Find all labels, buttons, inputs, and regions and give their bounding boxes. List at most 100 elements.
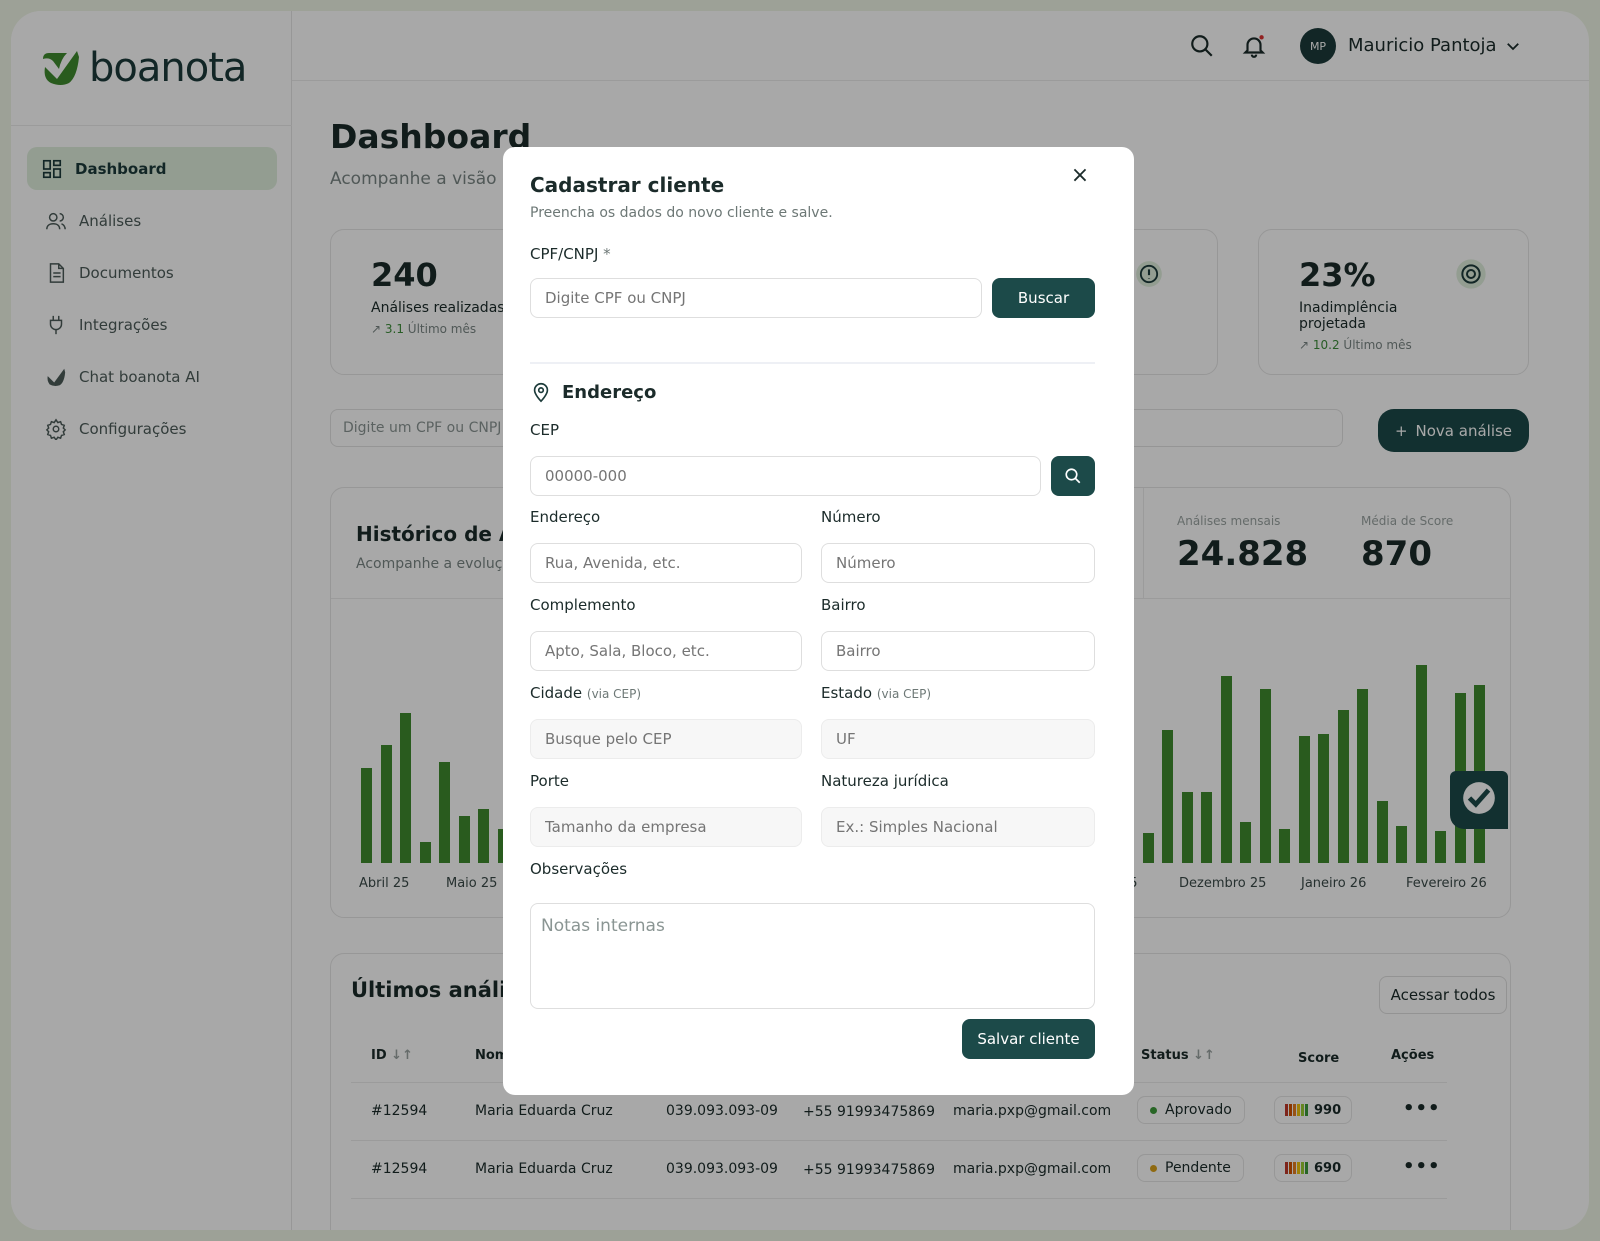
cep-search-button[interactable] — [1051, 456, 1095, 496]
metric-media-score: Média de Score 870 — [1361, 514, 1453, 574]
sidebar-item-configuracoes[interactable]: Configurações — [27, 407, 277, 450]
sidebar-item-label: Chat boanota AI — [79, 367, 200, 386]
sidebar-item-chat[interactable]: Chat boanota AI — [27, 355, 277, 398]
cpf-cnpj-input[interactable] — [530, 278, 982, 318]
more-actions-icon[interactable]: ••• — [1403, 1098, 1441, 1119]
cep-input[interactable] — [530, 456, 1041, 496]
endereco-label: Endereço — [530, 508, 601, 526]
estado-label: Estado (via CEP) — [821, 684, 931, 702]
month-label: Fevereiro 26 — [1406, 876, 1487, 891]
bairro-input[interactable] — [821, 631, 1095, 671]
col-header-id[interactable]: ID ↓↑ — [371, 1048, 413, 1063]
user-name[interactable]: Mauricio Pantoja — [1348, 35, 1497, 56]
section-divider — [530, 362, 1095, 364]
required-mark: * — [603, 245, 611, 263]
complemento-input[interactable] — [530, 631, 802, 671]
chart-bar — [1181, 792, 1193, 863]
metric-label: Média de Score — [1361, 514, 1454, 528]
sort-icon: ↓↑ — [391, 1048, 413, 1063]
natureza-juridica-input[interactable] — [821, 807, 1095, 847]
chart-bar — [1220, 675, 1232, 863]
status-dot — [1150, 1164, 1157, 1172]
cpf-label-text: CPF/CNPJ — [530, 245, 599, 263]
porte-label: Porte — [530, 772, 569, 790]
chart-bar — [478, 809, 489, 863]
stat-trend: ↗ 10.2 Último mês — [1299, 338, 1412, 352]
boanota-logo-icon — [43, 51, 79, 85]
sidebar: boanota Dashboard Análises Documentos In… — [11, 11, 292, 1230]
cep-label: CEP — [530, 421, 559, 439]
sidebar-item-documentos[interactable]: Documentos — [27, 251, 277, 294]
numero-input[interactable] — [821, 543, 1095, 583]
brand-name: boanota — [89, 45, 247, 91]
bell-icon[interactable] — [1241, 33, 1267, 59]
sidebar-item-label: Dashboard — [75, 159, 167, 178]
document-icon — [49, 262, 65, 283]
porte-select[interactable] — [530, 807, 802, 847]
col-header-label: ID — [371, 1048, 387, 1063]
score-badge: 690 — [1274, 1154, 1353, 1182]
chart-bar — [1162, 729, 1173, 863]
cell-document: 039.093.093-09 — [666, 1161, 778, 1177]
sidebar-item-analises[interactable]: Análises — [27, 199, 277, 242]
logo[interactable]: boanota — [39, 45, 247, 91]
chart-bar — [458, 815, 470, 863]
metric-value: 870 — [1361, 534, 1432, 574]
cidade-label: Cidade (via CEP) — [530, 684, 641, 702]
score-value: 990 — [1314, 1102, 1342, 1118]
new-analysis-label: Nova análise — [1415, 421, 1513, 440]
endereco-input[interactable] — [530, 543, 802, 583]
close-icon[interactable]: × — [1070, 163, 1090, 188]
chevron-down-icon[interactable] — [1504, 37, 1522, 55]
more-actions-icon[interactable]: ••• — [1403, 1156, 1441, 1177]
sidebar-item-label: Documentos — [79, 263, 174, 282]
cell-phone: +55 91993475869 — [803, 1104, 935, 1120]
numero-label: Número — [821, 508, 881, 526]
trend-value: 3.1 — [384, 322, 404, 336]
new-analysis-button[interactable]: + Nova análise — [1378, 409, 1529, 452]
stat-card-inadimplencia: 23% Inadimplência projetada ↗ 10.2 Últim… — [1258, 229, 1529, 375]
observacoes-textarea[interactable]: Notas internas — [530, 903, 1095, 1009]
row-divider — [351, 1140, 1447, 1141]
chart-bar — [1240, 822, 1251, 863]
table-title: Últimos análise — [351, 978, 534, 1002]
search-icon — [1065, 468, 1081, 484]
trend-suffix: Último mês — [1343, 338, 1412, 352]
sidebar-item-integracoes[interactable]: Integrações — [27, 303, 277, 346]
cell-name: Maria Eduarda Cruz — [475, 1161, 613, 1177]
page-title: Dashboard — [330, 117, 532, 156]
chart-bar — [400, 712, 411, 863]
cell-email: maria.pxp@gmail.com — [953, 1103, 1112, 1119]
page-subtitle: Acompanhe a visão ge — [330, 169, 524, 189]
chart-bar — [1298, 736, 1310, 863]
view-all-button[interactable]: Acessar todos — [1379, 976, 1507, 1014]
chart-bar — [439, 761, 450, 863]
chat-widget-button[interactable] — [1450, 771, 1508, 829]
save-client-button[interactable]: Salvar cliente — [962, 1019, 1095, 1059]
plug-icon — [49, 315, 63, 334]
users-icon — [46, 212, 66, 229]
score-meter-icon — [1285, 1104, 1308, 1116]
natureza-label: Natureza jurídica — [821, 772, 949, 790]
status-badge: Pendente — [1137, 1154, 1244, 1182]
status-badge: Aprovado — [1137, 1096, 1245, 1124]
sidebar-item-dashboard[interactable]: Dashboard — [27, 147, 277, 190]
cidade-label-text: Cidade — [530, 684, 583, 702]
grid-icon — [42, 159, 62, 178]
search-icon[interactable] — [1189, 33, 1215, 59]
register-client-modal: Cadastrar cliente Preencha os dados do n… — [503, 147, 1134, 1095]
month-label: Dezembro 25 — [1179, 876, 1267, 891]
chart-subtitle: Acompanhe a evoluçã — [356, 556, 512, 572]
row-divider — [351, 1198, 1447, 1199]
avatar[interactable]: MP — [1300, 28, 1336, 64]
cell-email: maria.pxp@gmail.com — [953, 1161, 1112, 1177]
cell-name: Maria Eduarda Cruz — [475, 1103, 613, 1119]
metric-analises-mensais: Análises mensais 24.828 — [1177, 514, 1308, 574]
col-header-name[interactable]: Nom — [475, 1048, 509, 1063]
col-header-status[interactable]: Status ↓↑ — [1141, 1048, 1215, 1063]
search-button[interactable]: Buscar — [992, 278, 1095, 318]
cell-phone: +55 91993475869 — [803, 1162, 935, 1178]
cell-document: 039.093.093-09 — [666, 1103, 778, 1119]
bairro-label: Bairro — [821, 596, 866, 614]
col-header-label: Status — [1141, 1048, 1189, 1063]
